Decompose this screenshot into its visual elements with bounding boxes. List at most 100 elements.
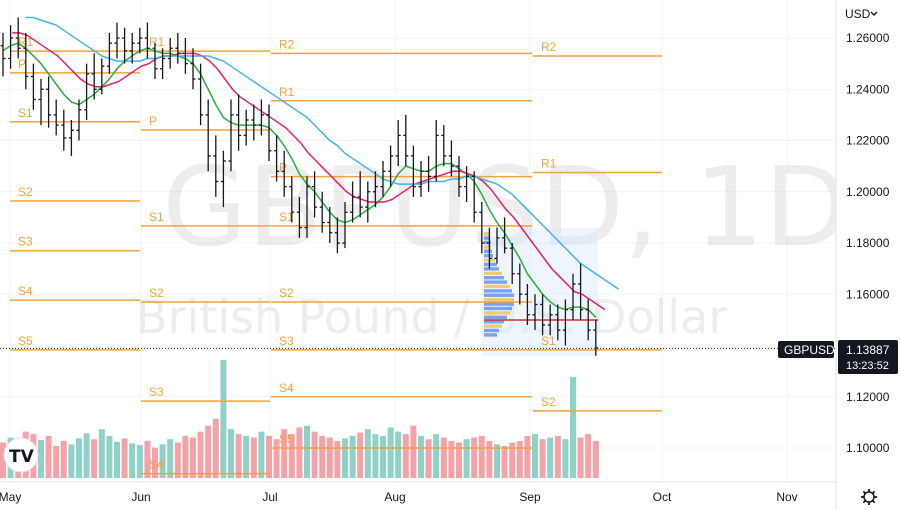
volume-bar — [342, 438, 348, 478]
gear-tooth — [871, 499, 876, 504]
volume-bar — [220, 360, 227, 478]
volume-bar — [440, 437, 447, 478]
volume-bar — [304, 425, 310, 478]
profile-bar — [484, 320, 504, 324]
volume-bar — [76, 438, 82, 478]
profile-bar — [484, 284, 510, 289]
volume-bar — [38, 440, 44, 478]
ohlc-bar — [0, 32, 6, 77]
volume-bar — [524, 435, 531, 478]
volume-bar — [83, 433, 90, 478]
profile-bar — [484, 245, 491, 249]
profile-bar — [484, 236, 490, 240]
volume-bar — [516, 440, 523, 478]
x-tick-label: May — [0, 490, 21, 504]
ohlc-bar — [220, 150, 226, 208]
ohlc-bar — [547, 304, 553, 336]
volume-bar — [129, 443, 136, 478]
y-tick-label: 1.22000 — [846, 134, 890, 148]
symbol-tag[interactable]: GBPUSD — [778, 341, 835, 358]
pivot-label: P — [149, 114, 157, 128]
volume-bar — [562, 439, 569, 478]
ohlc-bar — [334, 217, 340, 254]
volume-bar — [250, 437, 257, 478]
pivot-label: S1 — [279, 210, 294, 224]
ohlc-bar — [198, 63, 204, 126]
ohlc-bar — [91, 53, 97, 100]
currency-button[interactable]: USD — [845, 7, 878, 21]
volume-bar — [167, 439, 174, 478]
pivot-label: S5 — [18, 334, 33, 348]
volume-bar — [288, 434, 295, 478]
ohlc-bar — [122, 27, 128, 64]
x-tick-label: Jul — [262, 490, 277, 504]
ohlc-bar — [388, 145, 394, 187]
gear-tooth — [862, 490, 867, 495]
chevron-down-icon — [870, 11, 878, 16]
time-axis[interactable]: May Jun Jul Aug Sep Oct Nov — [0, 490, 798, 504]
volume-bar — [387, 427, 394, 478]
profile-bar — [484, 328, 499, 333]
volume-bar — [554, 435, 561, 478]
ohlc-bar — [236, 94, 242, 151]
ohlc-bar — [502, 217, 508, 254]
symbol-tag-background — [778, 341, 834, 358]
gear-tooth — [871, 490, 876, 495]
ohlc-bar — [38, 79, 44, 126]
ohlc-bar — [266, 104, 272, 161]
volume-bar — [60, 440, 67, 478]
y-tick-label: 1.20000 — [846, 185, 890, 199]
volume-bar — [159, 444, 166, 478]
ohlc-bar — [448, 140, 454, 177]
ohlc-bar — [144, 22, 150, 59]
y-tick-label: 1.16000 — [846, 287, 890, 301]
volume-bar — [326, 437, 333, 478]
x-tick-label: Aug — [384, 490, 405, 504]
ohlc-bar — [312, 171, 318, 218]
ohlc-bar — [15, 17, 21, 59]
gear-tooth — [862, 499, 867, 504]
tradingview-logo[interactable]: TV — [3, 437, 39, 473]
ohlc-bar — [46, 76, 52, 128]
chart-grid — [0, 0, 836, 482]
volume-bar — [509, 442, 516, 478]
profile-bar — [484, 267, 499, 271]
profile-bar — [484, 289, 512, 293]
price-axis-background — [836, 0, 900, 510]
profile-bar — [484, 333, 497, 337]
y-tick-label: 1.24000 — [846, 82, 890, 96]
ohlc-bar — [23, 32, 29, 90]
volume-bar — [478, 435, 485, 478]
price-axis[interactable]: 1.100001.120001.140001.160001.180001.200… — [846, 31, 890, 455]
ohlc-bar — [190, 48, 196, 90]
ohlc-bar — [8, 25, 14, 69]
ohlc-bar — [175, 32, 181, 64]
pivot-label: S5 — [279, 432, 294, 446]
ohlc-bar — [555, 304, 561, 341]
ohlc-bar — [243, 109, 249, 146]
volume-bar — [228, 429, 234, 478]
ohlc-bar — [464, 166, 470, 202]
settings-button[interactable] — [861, 489, 877, 505]
pivot-label: R1 — [541, 157, 557, 171]
ohlc-bar — [509, 243, 515, 284]
ohlc-bar — [395, 120, 401, 167]
volume-bar — [448, 440, 455, 478]
ohlc-bar — [486, 227, 492, 269]
ohlc-bar — [319, 191, 325, 233]
volume-bar — [98, 429, 105, 478]
pivot-label: S4 — [279, 381, 294, 395]
volume-bar — [45, 435, 52, 478]
ohlc-bar — [205, 99, 211, 172]
volume-bars — [0, 360, 599, 478]
volume-bar — [121, 438, 128, 478]
ohlc-bar — [251, 104, 257, 141]
volume-bar — [402, 434, 409, 478]
ohlc-bar — [578, 263, 584, 320]
pivot-label: R1 — [279, 85, 295, 99]
ohlc-bar — [53, 99, 59, 136]
volume-bar — [577, 437, 584, 478]
pivot-label: S1 — [541, 334, 556, 348]
ohlc-bar — [152, 43, 158, 79]
